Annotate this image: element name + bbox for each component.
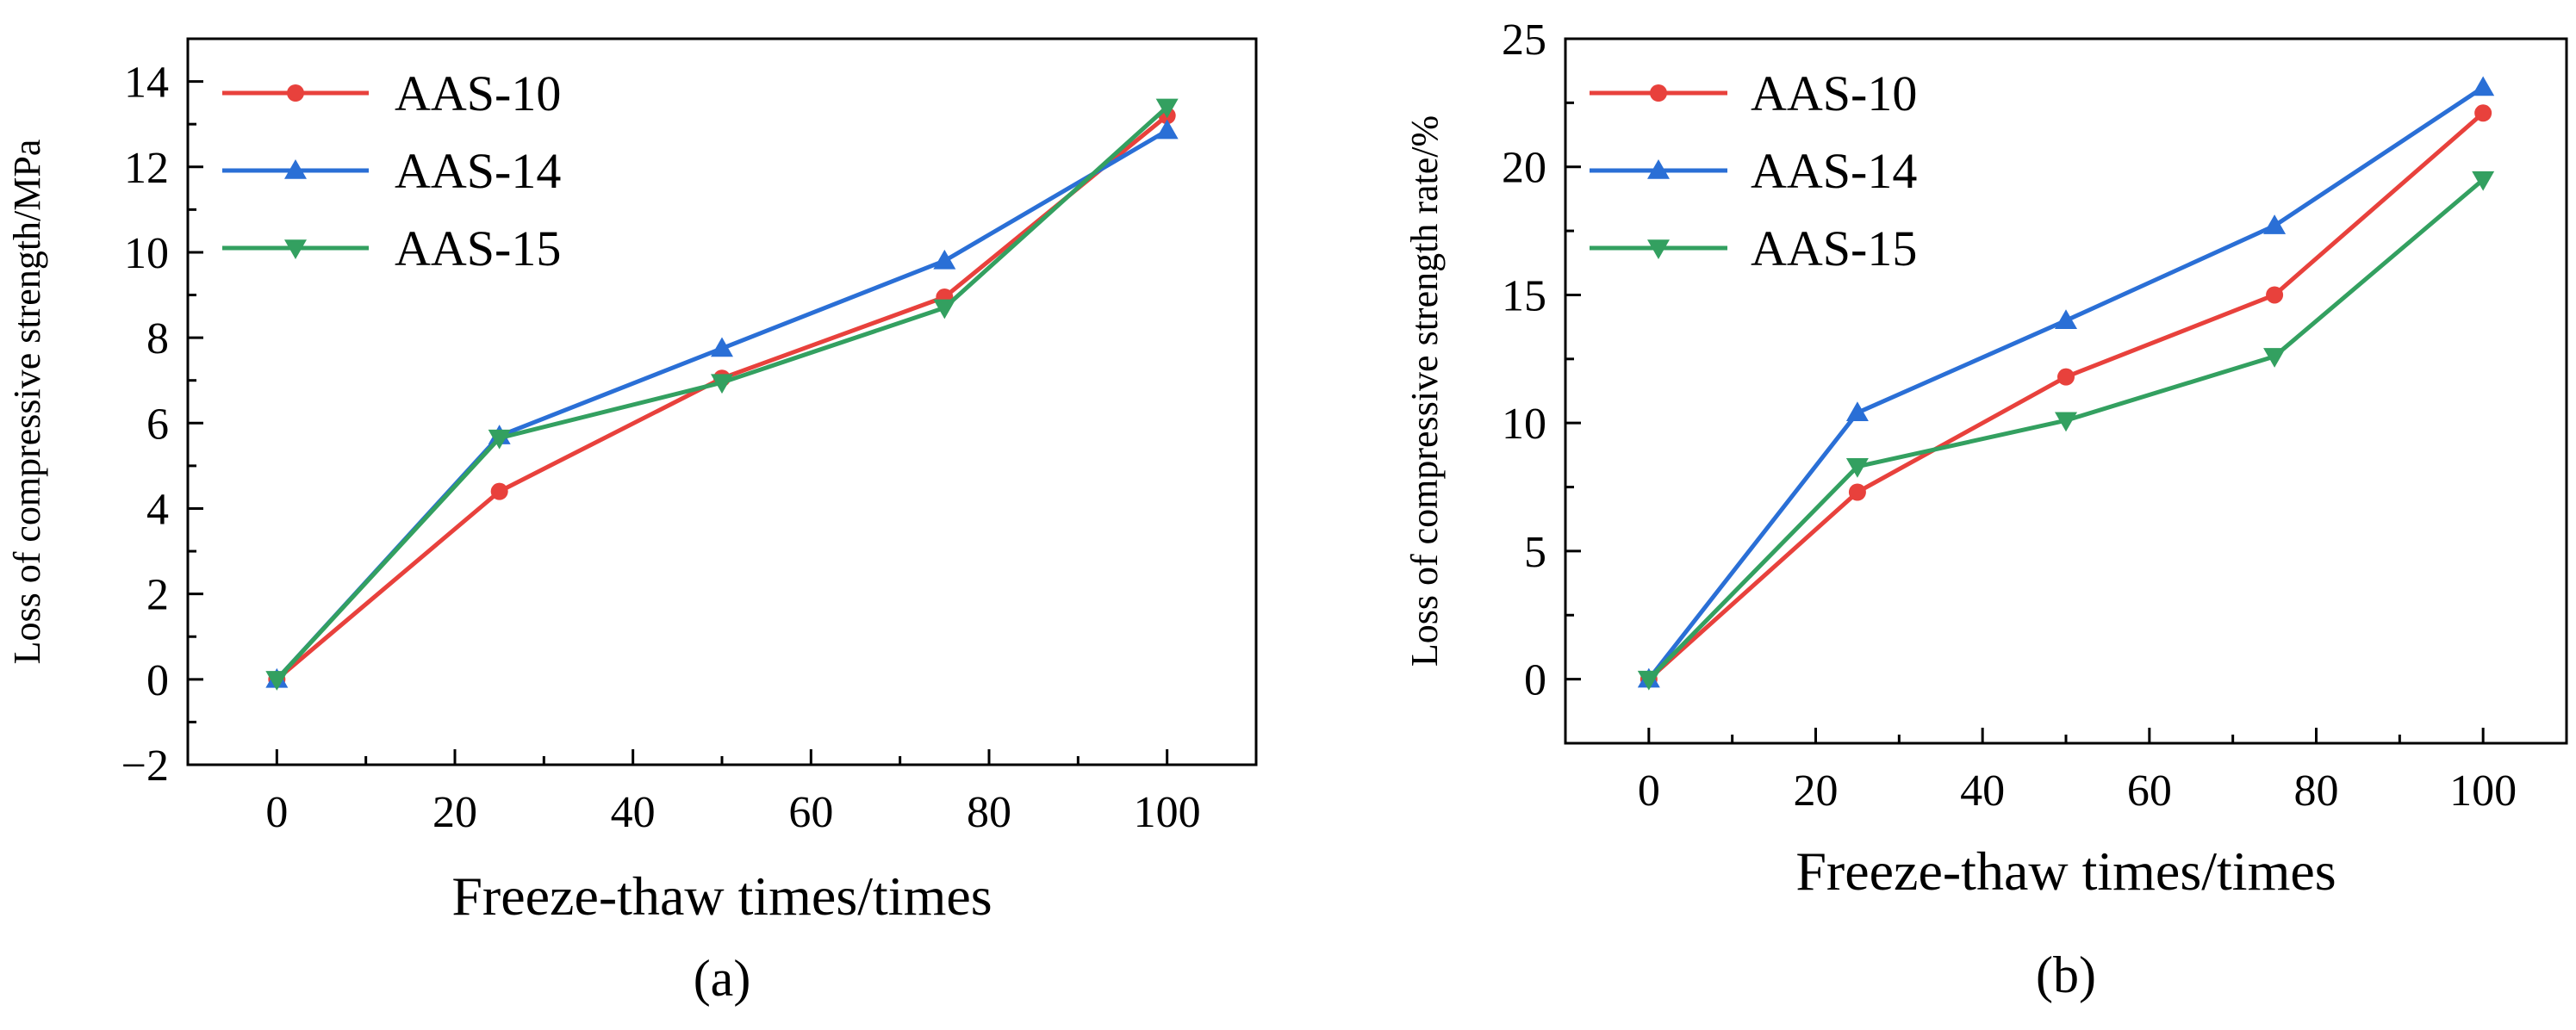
data-point-aas-15	[488, 429, 511, 450]
legend-label-aas-15: AAS-15	[395, 220, 561, 276]
plot-frame	[186, 37, 1258, 766]
chart-panel-b: 0 20 40 60 80 100 0 5 10 15 20 25 Freeze-thaw times/…	[1403, 16, 2568, 1003]
y-tick-label: 8	[146, 314, 169, 363]
x-tick-label: 0	[265, 788, 288, 837]
data-point-aas-15	[933, 299, 956, 320]
data-point-aas-14	[2472, 76, 2495, 96]
data-point-aas-14	[2263, 214, 2287, 234]
data-point-aas-15	[1155, 98, 1179, 119]
x-tick-label: 20	[1794, 766, 1839, 816]
legend-marker-aas-10	[287, 84, 304, 102]
y-axis-title: Loss of compressive strength/MPa	[6, 140, 48, 665]
data-point-aas-14	[711, 337, 733, 357]
panel-caption: (b)	[2036, 946, 2096, 1003]
y-tick-label: 4	[146, 485, 169, 534]
y-tick-label: 2	[146, 571, 169, 620]
y-tick-label: 15	[1502, 271, 1546, 320]
y-tick-label: 5	[1524, 528, 1546, 577]
data-point-aas-10	[2474, 104, 2492, 122]
x-tick-label: 0	[1638, 766, 1660, 816]
y-axis-title: Loss of compressive strength rate/%	[1403, 115, 1446, 667]
x-tick-label: 100	[1134, 788, 1201, 837]
data-point-aas-15	[2263, 348, 2287, 368]
data-point-aas-10	[2266, 286, 2284, 304]
legend-label-aas-15: AAS-15	[1751, 220, 1917, 276]
legend-marker-aas-14	[284, 159, 307, 179]
legend-marker-aas-15	[284, 239, 307, 259]
data-point-aas-14	[1845, 401, 1869, 422]
y-tick-label: 14	[124, 59, 169, 108]
legend-label-aas-10: AAS-10	[1751, 65, 1917, 121]
y-tick-label: 20	[1502, 144, 1546, 193]
x-tick-label: 60	[2127, 766, 2172, 816]
data-point-aas-15	[265, 671, 289, 691]
data-point-aas-10	[490, 482, 508, 500]
y-tick-label: 12	[124, 144, 169, 193]
series-line-aas-14	[275, 128, 1168, 681]
data-point-aas-15	[1845, 457, 1869, 478]
y-tick-label: 6	[146, 400, 169, 449]
x-tick-label: 100	[2449, 766, 2517, 816]
panel-caption: (a)	[694, 950, 751, 1007]
x-tick-label: 80	[967, 788, 1011, 837]
x-tick-label: 40	[1960, 766, 2005, 816]
legend-marker-aas-14	[1647, 159, 1670, 179]
x-tick-label: 60	[788, 788, 833, 837]
data-point-aas-15	[711, 374, 733, 394]
y-tick-label: 0	[146, 656, 169, 705]
y-tick-label: 10	[124, 229, 169, 278]
legend-label-aas-14: AAS-14	[1751, 143, 1917, 199]
y-tick-label: 25	[1502, 16, 1546, 65]
data-point-aas-14	[933, 249, 956, 270]
x-tick-label: 40	[611, 788, 656, 837]
legend-label-aas-10: AAS-10	[395, 65, 561, 121]
legend-marker-aas-15	[1647, 239, 1670, 259]
data-point-aas-15	[2472, 171, 2495, 191]
x-tick-label: 80	[2294, 766, 2339, 816]
data-point-aas-14	[2055, 309, 2077, 329]
series-line-aas-10	[275, 114, 1169, 681]
y-tick-label: −2	[121, 741, 169, 791]
data-point-aas-15	[1637, 670, 1660, 691]
legend-marker-aas-10	[1650, 84, 1667, 102]
x-tick-label: 20	[432, 788, 477, 837]
y-tick-label: 10	[1502, 400, 1546, 449]
plot-frame	[1564, 37, 2568, 745]
x-axis-title: Freeze-thaw times/times	[451, 866, 992, 927]
y-tick-label: 0	[1524, 656, 1546, 705]
data-point-aas-14	[1155, 119, 1179, 140]
data-point-aas-10	[1848, 483, 1866, 501]
data-point-aas-10	[2057, 368, 2075, 386]
chart-panel-a: 0 20 40 60 80 100 −2 0 2 4 6 8 10 12 14 Freeze-thaw tim…	[6, 37, 1258, 1007]
x-axis-title: Freeze-thaw times/times	[1795, 841, 2336, 902]
data-point-aas-15	[2055, 412, 2077, 432]
legend-label-aas-14: AAS-14	[395, 143, 561, 199]
